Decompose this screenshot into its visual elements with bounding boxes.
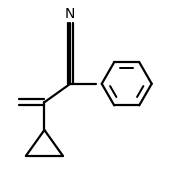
Text: N: N [65,7,75,21]
